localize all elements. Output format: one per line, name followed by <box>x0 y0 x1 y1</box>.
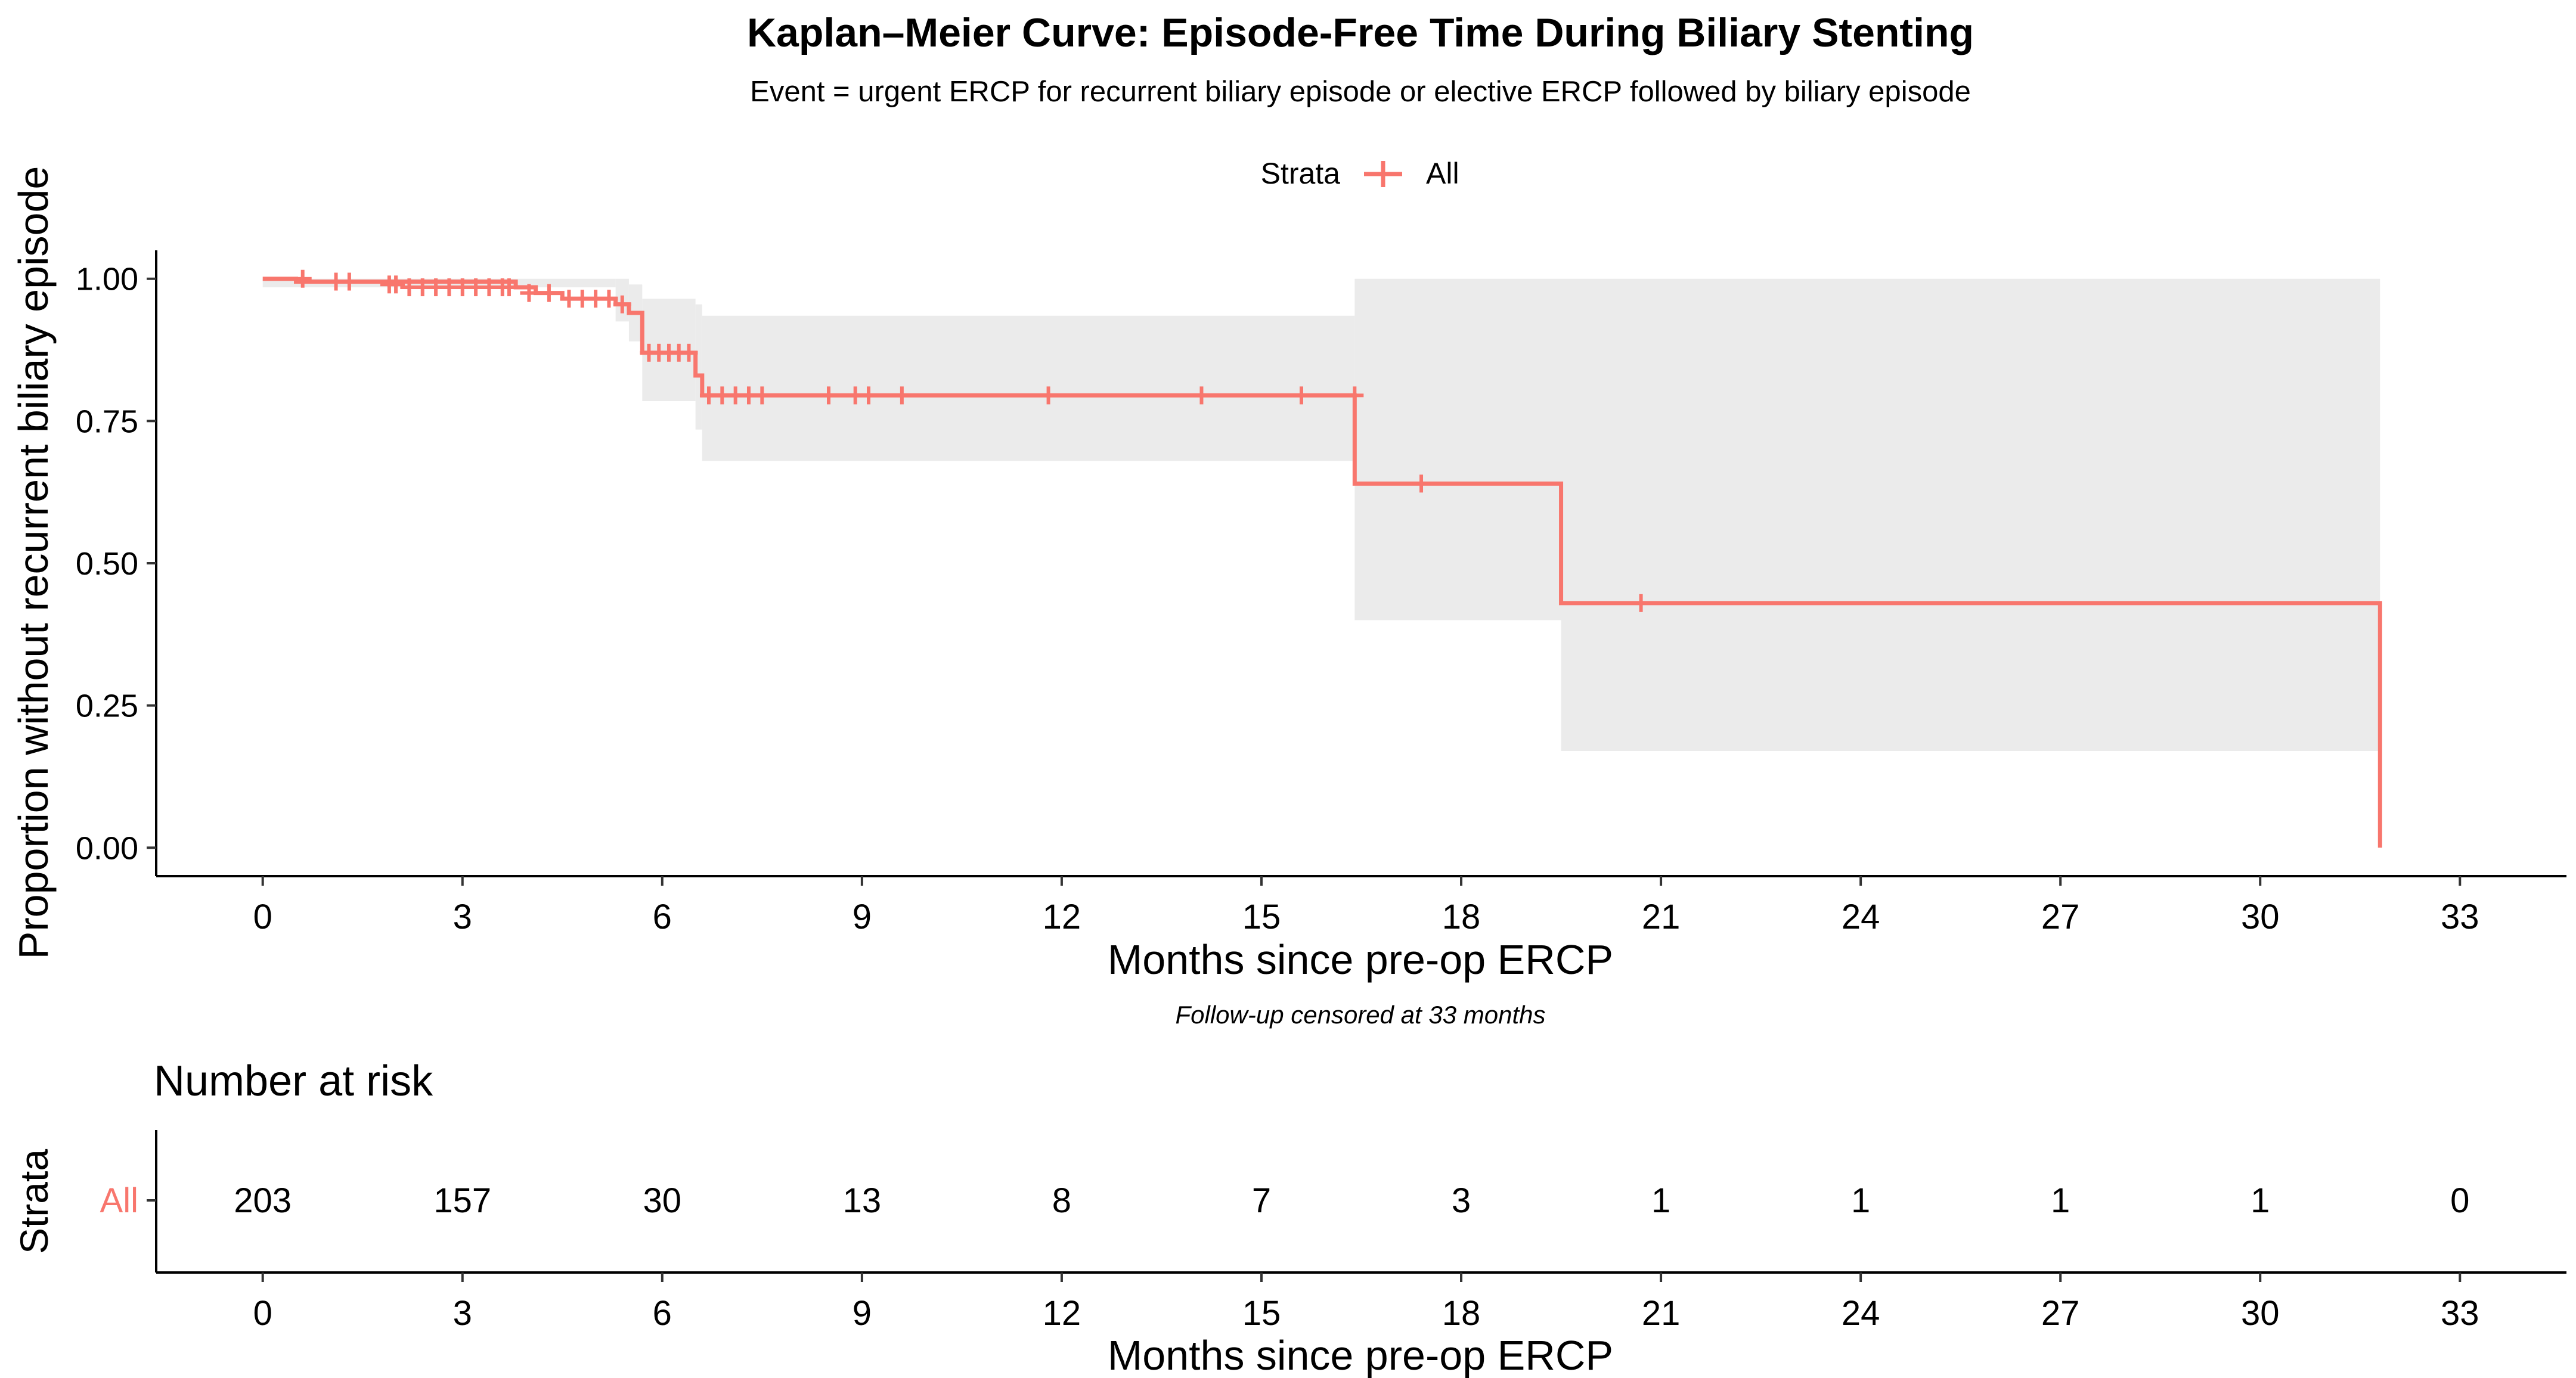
x-tick-label: 0 <box>253 898 272 936</box>
risk-table-value: 1 <box>2250 1181 2270 1220</box>
legend: Strata All <box>1261 157 1459 190</box>
risk-table-x-tick-label: 15 <box>1242 1294 1281 1333</box>
legend-title: Strata <box>1261 157 1341 190</box>
legend-key <box>1364 161 1402 187</box>
risk-table-value: 13 <box>843 1181 882 1220</box>
censor-mark <box>500 278 518 297</box>
y-tick-label: 0.25 <box>76 688 138 724</box>
x-tick-label: 9 <box>853 898 872 936</box>
risk-table-x-tick-label: 30 <box>2241 1294 2280 1333</box>
censor-mark <box>520 284 538 302</box>
censor-mark <box>293 269 312 288</box>
chart-subtitle: Event = urgent ERCP for recurrent biliar… <box>750 76 1971 108</box>
censor-mark <box>613 295 631 314</box>
censor-mark <box>1192 386 1211 405</box>
risk-table-x-axis-title: Months since pre-op ERCP <box>1108 1332 1613 1378</box>
censor-mark <box>1346 386 1364 405</box>
risk-table-strata-label: Strata <box>12 1149 56 1254</box>
risk-table-x-tick-label: 21 <box>1642 1294 1681 1333</box>
legend-entry-all: All <box>1426 157 1459 190</box>
confidence-band <box>262 278 2380 751</box>
censor-marks <box>293 269 1650 612</box>
x-tick-label: 30 <box>2241 898 2280 936</box>
risk-table-value: 1 <box>1651 1181 1670 1220</box>
censor-mark <box>820 386 838 405</box>
risk-table-value: 30 <box>643 1181 682 1220</box>
risk-table-x-tick-label: 3 <box>453 1294 472 1333</box>
caption: Follow-up censored at 33 months <box>1176 1001 1546 1029</box>
risk-table-panel: All 203 157 30 13 8 7 3 1 1 1 1 0 0 3 6 9 12 15 18 21 24 27 30 3… <box>100 1130 2566 1333</box>
chart-title: Kaplan–Meier Curve: Episode-Free Time Du… <box>747 10 1974 55</box>
censor-mark <box>540 284 558 302</box>
survival-plot-panel: 0.00 0.25 0.50 0.75 1.00 0 3 6 9 12 15 18 21 24 27 30 33 <box>76 250 2566 936</box>
confidence-band-segment <box>702 315 1355 461</box>
x-tick-label: 24 <box>1842 898 1880 936</box>
censor-mark <box>387 275 405 294</box>
risk-table-value: 7 <box>1252 1181 1271 1220</box>
risk-table-x-tick-label: 27 <box>2041 1294 2080 1333</box>
risk-table-value: 157 <box>433 1181 491 1220</box>
y-tick-label: 0.75 <box>76 404 138 439</box>
risk-table-value: 1 <box>1851 1181 1870 1220</box>
censor-mark <box>892 386 911 405</box>
censor-mark <box>753 386 771 405</box>
x-tick-label: 27 <box>2041 898 2080 936</box>
confidence-band-segment <box>1561 278 2380 751</box>
x-axis-title: Months since pre-op ERCP <box>1108 936 1613 983</box>
censor-mark <box>1039 386 1058 405</box>
risk-table-value: 203 <box>234 1181 292 1220</box>
x-tick-label: 21 <box>1642 898 1681 936</box>
x-tick-label: 18 <box>1442 898 1481 936</box>
censor-mark <box>1412 474 1431 493</box>
risk-table-x-tick-label: 24 <box>1842 1294 1880 1333</box>
censor-mark <box>600 290 618 308</box>
x-tick-label: 3 <box>453 898 472 936</box>
risk-table-x-tick-label: 33 <box>2441 1294 2479 1333</box>
y-tick-label: 0.00 <box>76 830 138 866</box>
censor-mark <box>680 343 698 362</box>
plot-axes: 0.00 0.25 0.50 0.75 1.00 0 3 6 9 12 15 18 21 24 27 30 33 <box>76 250 2566 936</box>
risk-table-value: 3 <box>1452 1181 1471 1220</box>
risk-table-value: 0 <box>2450 1181 2469 1220</box>
y-axis-title: Proportion without recurrent biliary epi… <box>10 166 57 960</box>
risk-table-x-tick-label: 18 <box>1442 1294 1481 1333</box>
risk-table-row-label: All <box>100 1181 138 1220</box>
censor-mark <box>1632 594 1650 612</box>
censor-mark <box>860 386 878 405</box>
risk-table-value: 8 <box>1052 1181 1071 1220</box>
risk-table-x-tick-label: 6 <box>653 1294 672 1333</box>
risk-table-x-tick-label: 12 <box>1043 1294 1081 1333</box>
x-tick-label: 33 <box>2441 898 2479 936</box>
x-tick-label: 6 <box>653 898 672 936</box>
y-tick-label: 0.50 <box>76 546 138 582</box>
risk-table-x-tick-label: 9 <box>853 1294 872 1333</box>
confidence-band-segment <box>1354 278 1561 620</box>
censor-mark <box>1292 386 1310 405</box>
confidence-band-segment <box>695 304 702 430</box>
x-tick-label: 15 <box>1242 898 1281 936</box>
y-tick-label: 1.00 <box>76 262 138 297</box>
x-tick-label: 12 <box>1043 898 1081 936</box>
risk-table-title: Number at risk <box>154 1057 433 1105</box>
risk-table-value: 1 <box>2051 1181 2070 1220</box>
censor-mark <box>340 272 358 291</box>
risk-table-x-tick-label: 0 <box>253 1294 272 1333</box>
